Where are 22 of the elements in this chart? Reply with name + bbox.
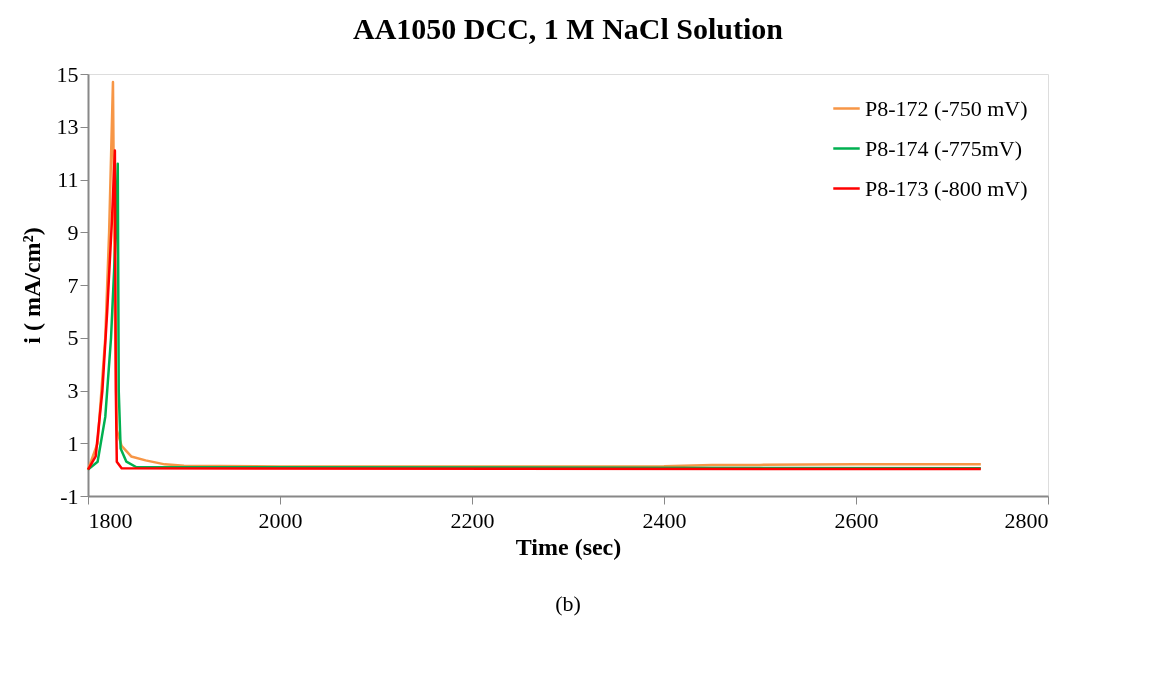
chart-title: AA1050 DCC, 1 M NaCl Solution: [352, 12, 784, 45]
x-tick-label: 2000: [258, 507, 303, 533]
x-axis-title: Time (sec): [515, 533, 622, 560]
y-tick-label: 3: [67, 378, 79, 403]
y-tick-label: 9: [67, 219, 79, 245]
legend-label: P8-173 (-800 mV): [865, 175, 1028, 201]
y-tick-label: 7: [67, 272, 79, 298]
y-tick-label: 5: [67, 325, 79, 351]
legend-label: P8-174 (-775mV): [865, 135, 1023, 161]
x-tick-label: 2200: [450, 507, 495, 533]
y-tick-label: 13: [56, 114, 79, 140]
y-tick-label: 11: [57, 167, 79, 192]
y-axis-title: i ( mA/cm²): [18, 227, 45, 344]
y-tick-label: -1: [60, 483, 79, 509]
text: (b): [555, 591, 581, 616]
x-tick-label: 2400: [642, 507, 687, 533]
x-tick-label: 2600: [834, 507, 879, 533]
y-tick-label: 1: [67, 430, 79, 456]
legend-label: P8-172 (-750 mV): [865, 95, 1028, 121]
x-tick-label: 2800: [1004, 507, 1049, 533]
x-tick-label: 1800: [88, 507, 133, 533]
y-tick-label: 15: [56, 61, 79, 87]
